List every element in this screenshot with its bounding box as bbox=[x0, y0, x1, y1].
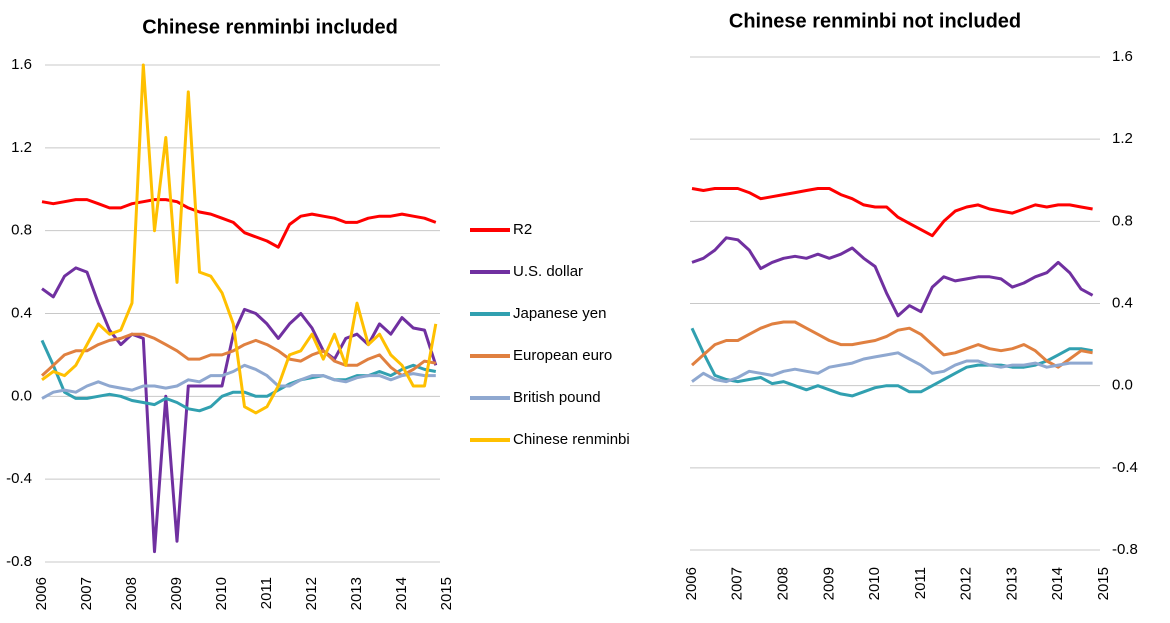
x-tick-label: 2009 bbox=[820, 567, 837, 600]
series-line bbox=[41, 266, 438, 554]
y-tick-label: 0.0 bbox=[11, 387, 32, 404]
series-line bbox=[41, 198, 437, 249]
y-tick-label: 0.4 bbox=[1112, 294, 1133, 311]
y-tick-label: 1.2 bbox=[1112, 130, 1133, 147]
x-tick-label: 2015 bbox=[1095, 567, 1112, 600]
x-tick-label: 2007 bbox=[78, 577, 95, 610]
y-tick-label: -0.4 bbox=[6, 470, 32, 487]
series-line bbox=[691, 236, 1094, 318]
legend-label: Japanese yen bbox=[513, 305, 606, 322]
y-tick-label: 0.8 bbox=[1112, 212, 1133, 229]
x-tick-label: 2014 bbox=[393, 577, 410, 610]
x-tick-label: 2012 bbox=[303, 577, 320, 610]
y-tick-label: -0.4 bbox=[1112, 459, 1138, 476]
series-line bbox=[41, 63, 438, 415]
legend-label: R2 bbox=[513, 221, 532, 238]
legend-label: British pound bbox=[513, 389, 601, 406]
x-tick-label: 2009 bbox=[168, 577, 185, 610]
legend-label: Chinese renminbi bbox=[513, 431, 630, 448]
series-line bbox=[40, 332, 437, 378]
y-tick-label: -0.8 bbox=[6, 553, 32, 570]
series-line bbox=[691, 351, 1093, 384]
x-tick-label: 2012 bbox=[958, 567, 975, 600]
x-tick-label: 2007 bbox=[729, 567, 746, 600]
y-tick-label: 1.6 bbox=[11, 56, 32, 73]
x-tick-label: 2008 bbox=[123, 577, 140, 610]
x-tick-label: 2006 bbox=[33, 577, 50, 610]
legend-label: European euro bbox=[513, 347, 612, 364]
legend-label: U.S. dollar bbox=[513, 263, 583, 280]
series-line bbox=[690, 327, 1093, 398]
x-tick-label: 2011 bbox=[258, 577, 275, 609]
x-tick-label: 2013 bbox=[1003, 567, 1020, 600]
x-tick-label: 2008 bbox=[775, 567, 792, 600]
x-tick-label: 2006 bbox=[683, 567, 700, 600]
chart-title: Chinese renminbi included bbox=[142, 16, 398, 38]
y-tick-label: 1.6 bbox=[1112, 48, 1133, 65]
x-tick-label: 2015 bbox=[438, 577, 455, 610]
y-tick-label: 0.0 bbox=[1112, 377, 1133, 394]
series-line bbox=[690, 320, 1093, 369]
x-tick-label: 2013 bbox=[348, 577, 365, 610]
x-tick-label: 2014 bbox=[1049, 567, 1066, 600]
x-tick-label: 2010 bbox=[213, 577, 230, 610]
x-tick-label: 2011 bbox=[912, 567, 929, 599]
series-line bbox=[691, 187, 1093, 238]
x-tick-label: 2010 bbox=[866, 567, 883, 600]
chart-title: Chinese renminbi not included bbox=[729, 10, 1021, 32]
y-tick-label: 0.4 bbox=[11, 304, 32, 321]
y-tick-label: 0.8 bbox=[11, 222, 32, 239]
y-tick-label: 1.2 bbox=[11, 139, 32, 156]
y-tick-label: -0.8 bbox=[1112, 541, 1138, 558]
